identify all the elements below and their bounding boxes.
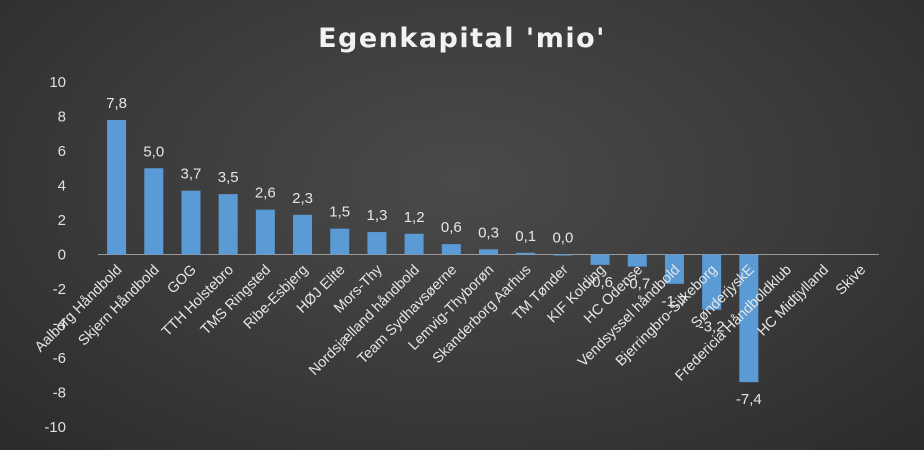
data-label: -0,6 bbox=[587, 274, 613, 291]
bar bbox=[181, 190, 201, 255]
y-tick-label: 0 bbox=[58, 247, 66, 264]
data-label: 3,7 bbox=[181, 166, 202, 183]
bar bbox=[218, 194, 238, 255]
data-label: 3,5 bbox=[218, 169, 239, 186]
data-label: 0,6 bbox=[441, 219, 462, 236]
y-tick-label: 6 bbox=[58, 143, 66, 160]
bar bbox=[664, 254, 684, 284]
y-tick-label: -8 bbox=[53, 385, 66, 402]
bar bbox=[404, 233, 424, 255]
bar bbox=[441, 244, 461, 255]
data-label: 0,1 bbox=[515, 228, 536, 245]
y-tick-label: -4 bbox=[53, 316, 66, 333]
data-label: 5,0 bbox=[143, 143, 164, 160]
data-label: 1,2 bbox=[404, 209, 425, 226]
bar bbox=[739, 254, 759, 383]
y-tick-label: 8 bbox=[58, 109, 66, 126]
data-label: 2,6 bbox=[255, 185, 276, 202]
category-label: Skive bbox=[833, 262, 869, 298]
data-label: 2,3 bbox=[292, 190, 313, 207]
bar bbox=[479, 249, 498, 255]
bar bbox=[367, 232, 387, 255]
data-label: 1,5 bbox=[329, 204, 350, 221]
data-label: -7,4 bbox=[736, 391, 762, 408]
data-label: 1,3 bbox=[366, 207, 387, 224]
bar bbox=[330, 228, 350, 255]
y-tick-label: -2 bbox=[53, 281, 66, 298]
y-tick-label: -6 bbox=[53, 350, 66, 367]
bar bbox=[553, 254, 573, 256]
data-label: 7,8 bbox=[106, 95, 127, 112]
bar bbox=[293, 214, 313, 255]
y-tick-label: 4 bbox=[58, 178, 66, 195]
data-label: -3,2 bbox=[699, 319, 725, 336]
bar-series bbox=[107, 119, 759, 383]
y-axis: 10 8 6 4 2 0 -2 -4 -6 -8 -10 bbox=[44, 74, 66, 436]
y-tick-label: 10 bbox=[49, 74, 66, 91]
bar bbox=[516, 252, 536, 255]
bar bbox=[255, 209, 275, 255]
data-label: -1,7 bbox=[662, 293, 688, 310]
data-label: 0,3 bbox=[478, 224, 499, 241]
data-labels: 7,8 5,0 3,7 3,5 2,6 2,3 1,5 1,3 1,2 0,6 0,3 0,1 0,0 -… bbox=[106, 95, 762, 408]
bar bbox=[144, 168, 164, 255]
bar bbox=[702, 254, 722, 310]
data-label: 0,0 bbox=[552, 230, 573, 247]
bar bbox=[107, 119, 127, 255]
y-tick-label: 2 bbox=[58, 212, 66, 229]
bar bbox=[590, 254, 610, 265]
bar bbox=[627, 254, 647, 267]
chart-title: Egenkapital 'mio' bbox=[318, 23, 606, 54]
data-label: -0,7 bbox=[624, 276, 650, 293]
y-tick-label: -10 bbox=[44, 419, 66, 436]
